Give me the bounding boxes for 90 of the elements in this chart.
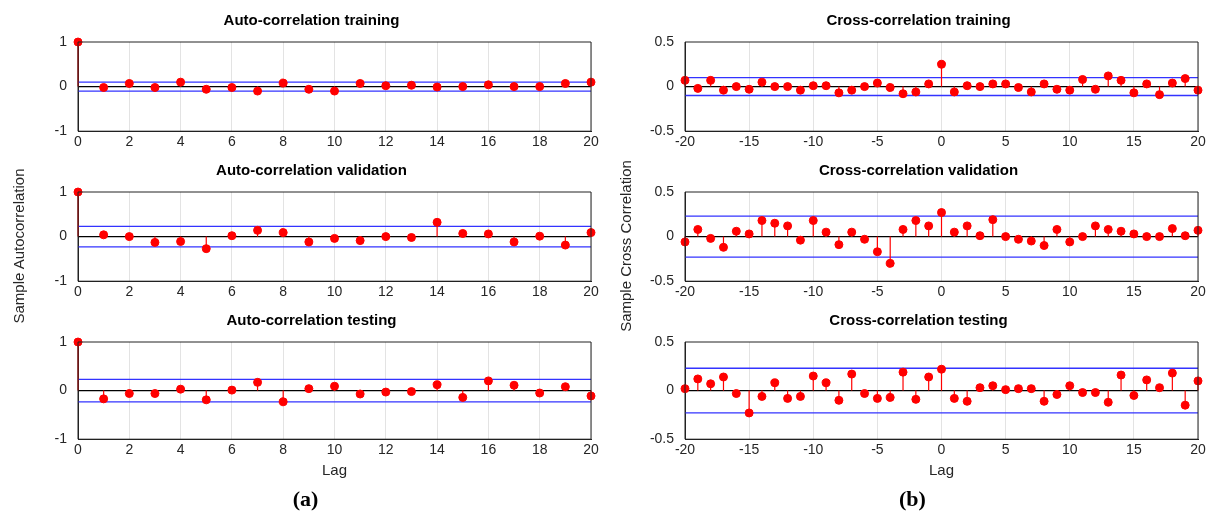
y-tick-label: 1 [59, 182, 68, 199]
x-tick-label: 10 [326, 283, 343, 300]
y-tick-label: 0.5 [654, 32, 675, 49]
y-tick-label: -1 [54, 272, 68, 289]
y-tick-label: 0 [666, 77, 675, 94]
chart-title: Auto-correlation training [223, 11, 400, 29]
x-tick-label: -10 [803, 441, 824, 458]
x-tick-label: 20 [1190, 283, 1206, 300]
x-tick-label: -20 [674, 133, 696, 150]
x-tick-label: 0 [74, 283, 83, 300]
x-tick-label: 0 [937, 283, 946, 300]
x-tick-label: 14 [429, 283, 446, 300]
x-tick-label: 18 [531, 283, 548, 300]
x-tick-label: 14 [429, 441, 446, 458]
x-tick-label: 2 [125, 441, 134, 458]
y-tick-label: 0 [59, 227, 68, 244]
y-tick-label: -1 [54, 122, 68, 139]
x-axis-title: Lag [321, 461, 348, 479]
x-tick-label: 20 [1190, 441, 1206, 458]
x-tick-label: 10 [326, 133, 343, 150]
x-tick-label: 0 [937, 133, 946, 150]
x-tick-label: 5 [1001, 133, 1010, 150]
x-axis-title: Lag [928, 461, 955, 479]
x-tick-label: 20 [583, 133, 599, 150]
chart-title: Cross-correlation testing [829, 311, 1008, 329]
y-tick-label: 1 [59, 332, 68, 349]
x-tick-label: -5 [871, 133, 884, 150]
y-tick-label: -0.5 [649, 272, 675, 289]
x-tick-label: 0 [937, 441, 946, 458]
x-tick-label: -5 [871, 283, 884, 300]
chart-title: Cross-correlation validation [818, 161, 1019, 179]
y-axis-title: Sample Cross Correlation [616, 160, 634, 332]
y-tick-label: 0 [666, 381, 675, 398]
x-tick-label: 12 [378, 283, 394, 300]
x-tick-label: 6 [228, 441, 236, 458]
x-tick-label: -15 [739, 283, 760, 300]
x-tick-label: -10 [803, 283, 824, 300]
y-tick-label: 0.5 [654, 332, 675, 349]
x-tick-label: -15 [739, 441, 760, 458]
x-tick-label: 4 [176, 283, 185, 300]
x-tick-label: 20 [583, 441, 599, 458]
y-axis-title: Sample Autocorrelation [9, 168, 27, 324]
x-tick-label: 12 [378, 133, 394, 150]
x-tick-label: 8 [279, 133, 288, 150]
x-tick-label: -10 [803, 133, 824, 150]
x-tick-label: 14 [429, 133, 446, 150]
y-tick-label: -0.5 [649, 122, 675, 139]
y-tick-label: -1 [54, 430, 68, 447]
y-tick-label: 0 [59, 77, 68, 94]
x-tick-label: 10 [1061, 441, 1078, 458]
text: (b) [899, 486, 926, 512]
x-tick-label: 15 [1126, 283, 1142, 300]
y-tick-label: -0.5 [649, 430, 675, 447]
x-tick-label: 5 [1001, 441, 1010, 458]
x-tick-label: -15 [739, 133, 760, 150]
x-tick-label: 15 [1126, 441, 1142, 458]
x-tick-label: -20 [674, 441, 696, 458]
x-tick-label: -20 [674, 283, 696, 300]
y-tick-label: 0.5 [654, 182, 675, 199]
x-tick-label: 10 [1061, 133, 1078, 150]
x-tick-label: 20 [583, 283, 599, 300]
y-tick-label: 0 [59, 381, 68, 398]
x-tick-label: -5 [871, 441, 884, 458]
chart-title: Auto-correlation testing [226, 311, 397, 329]
x-tick-label: 18 [531, 441, 548, 458]
y-tick-label: 0 [666, 227, 675, 244]
x-tick-label: 16 [480, 133, 497, 150]
chart-title: Cross-correlation training [826, 11, 1011, 29]
x-tick-label: 16 [480, 441, 497, 458]
x-tick-label: 6 [228, 283, 236, 300]
x-tick-label: 2 [125, 133, 134, 150]
x-tick-label: 8 [279, 283, 288, 300]
x-tick-label: 15 [1126, 133, 1142, 150]
text: (a) [292, 486, 319, 512]
x-tick-label: 18 [531, 133, 548, 150]
x-tick-label: 4 [176, 133, 185, 150]
x-tick-label: 2 [125, 283, 134, 300]
x-tick-label: 8 [279, 441, 288, 458]
x-tick-label: 12 [378, 441, 394, 458]
x-tick-label: 0 [74, 441, 83, 458]
x-tick-label: 6 [228, 133, 236, 150]
x-tick-label: 5 [1001, 283, 1010, 300]
x-tick-label: 20 [1190, 133, 1206, 150]
chart-title: Auto-correlation validation [216, 161, 407, 179]
x-tick-label: 0 [74, 133, 83, 150]
x-tick-label: 4 [176, 441, 185, 458]
x-tick-label: 16 [480, 283, 497, 300]
x-tick-label: 10 [326, 441, 343, 458]
x-tick-label: 10 [1061, 283, 1078, 300]
y-tick-label: 1 [59, 32, 68, 49]
